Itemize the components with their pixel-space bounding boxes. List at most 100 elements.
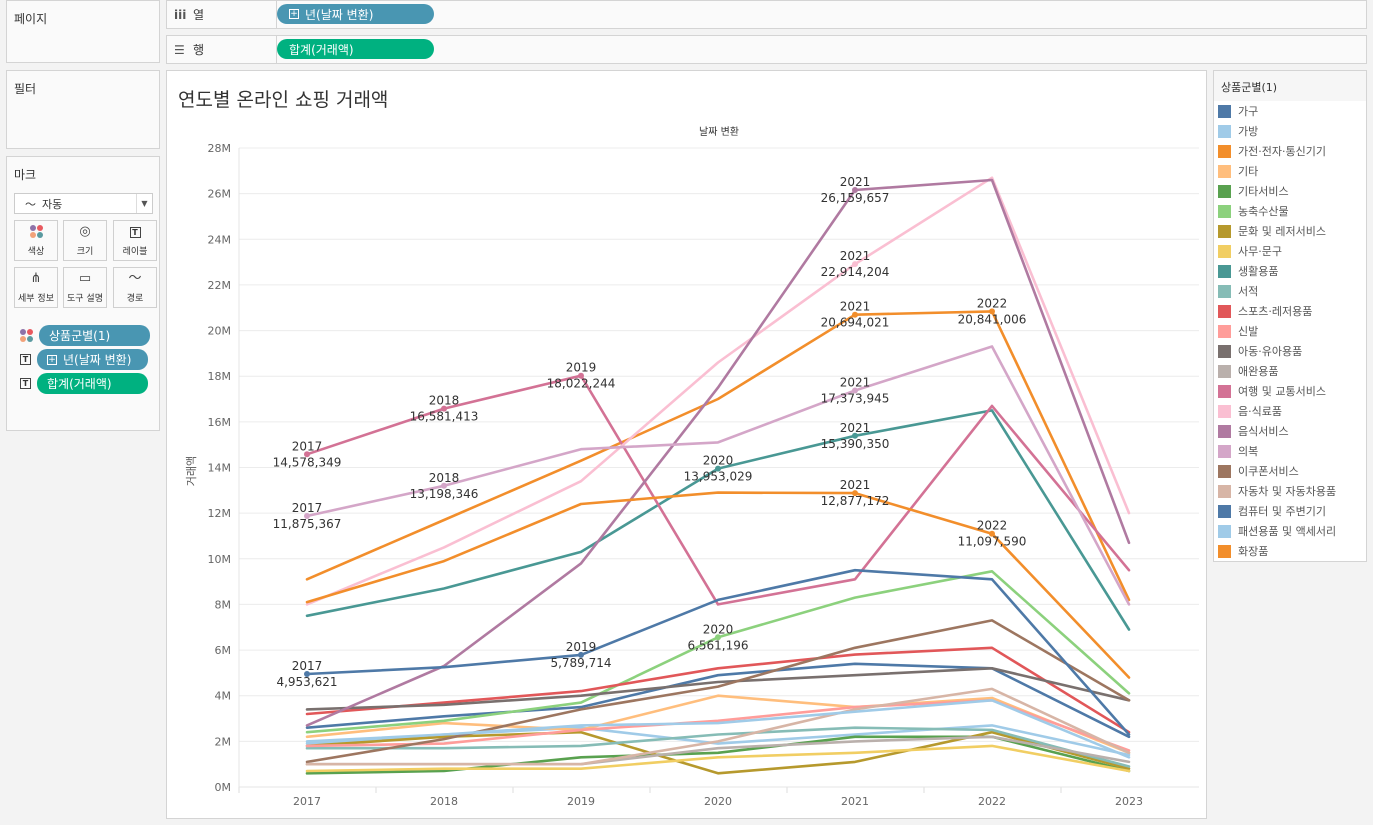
data-label-value: 22,914,204	[821, 265, 890, 279]
expand-icon[interactable]: +	[47, 354, 57, 365]
detail-icon: ⋔	[30, 270, 42, 286]
data-label-value: 14,578,349	[273, 455, 342, 469]
mark-type-value: 자동	[42, 197, 63, 211]
legend-item[interactable]: 문화 및 레저서비스	[1218, 221, 1326, 241]
data-label-value: 13,953,029	[684, 470, 753, 484]
legend-item[interactable]: 생활용품	[1218, 261, 1278, 281]
legend-item[interactable]: 신발	[1218, 321, 1258, 341]
sum-amount-pill[interactable]: 합계(거래액)	[277, 39, 434, 59]
expand-icon[interactable]: +	[289, 9, 299, 19]
legend-item[interactable]: 음식서비스	[1218, 421, 1289, 441]
mark-field-amount[interactable]: T 합계(거래액)	[20, 373, 148, 394]
data-label-value: 26,159,657	[821, 191, 890, 205]
data-point	[989, 308, 995, 315]
tooltip-button[interactable]: ▭ 도구 설명	[63, 267, 107, 308]
pages-panel[interactable]: 페이지	[6, 0, 160, 63]
data-point	[852, 311, 858, 318]
y-axis-title: 거래액	[185, 456, 198, 486]
data-label-year: 2021	[840, 376, 871, 390]
legend-item[interactable]: 음·식료품	[1218, 401, 1282, 421]
legend-label: 신발	[1238, 325, 1259, 338]
data-label-year: 2019	[566, 361, 597, 375]
legend-item[interactable]: 기타서비스	[1218, 181, 1289, 201]
legend-item[interactable]: 패션용품 및 액세서리	[1218, 521, 1336, 541]
series-line	[305, 568, 1131, 736]
data-label-value: 20,841,006	[958, 312, 1027, 326]
label-button-label: 레이블	[122, 246, 148, 257]
y-tick-label: 10M	[208, 553, 232, 566]
legend-label: 이쿠폰서비스	[1238, 465, 1299, 478]
legend-item[interactable]: 스포츠·레저용품	[1218, 301, 1312, 321]
legend-label: 애완용품	[1238, 365, 1279, 378]
y-tick-label: 12M	[208, 507, 232, 520]
y-tick-label: 6M	[215, 644, 232, 657]
year-pill[interactable]: + 년(날짜 변환)	[277, 4, 434, 24]
legend-swatch	[1218, 204, 1231, 218]
y-tick-label: 4M	[215, 690, 232, 703]
legend-swatch	[1218, 264, 1231, 278]
data-label-value: 13,198,346	[410, 487, 479, 501]
legend-item[interactable]: 화장품	[1218, 541, 1268, 561]
column-header: 날짜 변환	[699, 126, 739, 138]
legend-panel[interactable]: 상품군별(1) 가구 가방 가전·전자·통신기기 기타 기타서비스 농축수산물 문화 및 레…	[1213, 70, 1367, 562]
legend-item[interactable]: 가구	[1218, 101, 1258, 121]
amount-label-pill[interactable]: 합계(거래액)	[37, 373, 148, 394]
legend-item[interactable]: 의복	[1218, 441, 1258, 461]
chevron-down-icon[interactable]: ▼	[136, 194, 152, 213]
legend-label: 여행 및 교통서비스	[1238, 385, 1326, 398]
legend-item[interactable]: 가방	[1218, 121, 1258, 141]
path-button[interactable]: 〜 경로	[113, 267, 157, 308]
data-label-value: 15,390,350	[821, 437, 890, 451]
legend-item[interactable]: 서적	[1218, 281, 1258, 301]
mark-field-category[interactable]: 상품군별(1)	[20, 325, 150, 346]
legend-item[interactable]: 가전·전자·통신기기	[1218, 141, 1326, 161]
legend-label: 생활용품	[1238, 265, 1279, 278]
mark-type-dropdown[interactable]: 〜 자동 ▼	[14, 193, 153, 214]
legend-swatch	[1218, 224, 1231, 238]
detail-button[interactable]: ⋔ 세부 정보	[14, 267, 58, 308]
legend-item[interactable]: 애완용품	[1218, 361, 1278, 381]
y-tick-label: 14M	[208, 462, 232, 475]
size-icon: ◎	[79, 223, 91, 239]
rows-shelf[interactable]: ☰ 행 합계(거래액)	[166, 35, 1367, 64]
year-label-pill[interactable]: + 년(날짜 변환)	[37, 349, 148, 370]
category-pill[interactable]: 상품군별(1)	[39, 325, 150, 346]
mark-field-year[interactable]: T + 년(날짜 변환)	[20, 349, 148, 370]
data-point	[852, 490, 858, 497]
legend-item[interactable]: 사무·문구	[1218, 241, 1282, 261]
data-label-year: 2021	[840, 175, 871, 189]
y-tick-label: 16M	[208, 416, 232, 429]
y-tick-label: 28M	[208, 142, 232, 155]
series-line	[305, 687, 1131, 766]
data-label-value: 11,097,590	[958, 535, 1027, 549]
size-button[interactable]: ◎ 크기	[63, 220, 107, 261]
legend-swatch	[1218, 384, 1231, 398]
data-point	[578, 372, 584, 379]
legend-label: 가구	[1238, 105, 1259, 118]
columns-shelf[interactable]: iii 열 + 년(날짜 변환)	[166, 0, 1367, 29]
legend-item[interactable]: 이쿠폰서비스	[1218, 461, 1299, 481]
legend-item[interactable]: 아동·유아용품	[1218, 341, 1302, 361]
year-label-pill-label: 년(날짜 변환)	[63, 353, 132, 367]
data-point	[852, 432, 858, 439]
data-point	[578, 651, 584, 658]
series-line	[305, 694, 1131, 755]
legend-item[interactable]: 컴퓨터 및 주변기기	[1218, 501, 1326, 521]
label-button[interactable]: T 레이블	[113, 220, 157, 261]
data-label-year: 2021	[840, 300, 871, 314]
legend-label: 문화 및 레저서비스	[1238, 225, 1326, 238]
data-label-value: 20,694,021	[821, 316, 890, 330]
legend-item[interactable]: 농축수산물	[1218, 201, 1289, 221]
legend-item[interactable]: 자동차 및 자동차용품	[1218, 481, 1336, 501]
legend-item[interactable]: 기타	[1218, 161, 1258, 181]
series-line	[305, 619, 1131, 764]
sum-amount-pill-label: 합계(거래액)	[289, 42, 354, 57]
series-line	[305, 698, 1131, 759]
legend-item[interactable]: 여행 및 교통서비스	[1218, 381, 1326, 401]
data-point	[441, 482, 447, 489]
y-tick-label: 24M	[208, 233, 232, 246]
data-point	[715, 465, 721, 472]
filters-panel[interactable]: 필터	[6, 70, 160, 149]
legend-swatch	[1218, 524, 1231, 538]
color-button[interactable]: 색상	[14, 220, 58, 261]
